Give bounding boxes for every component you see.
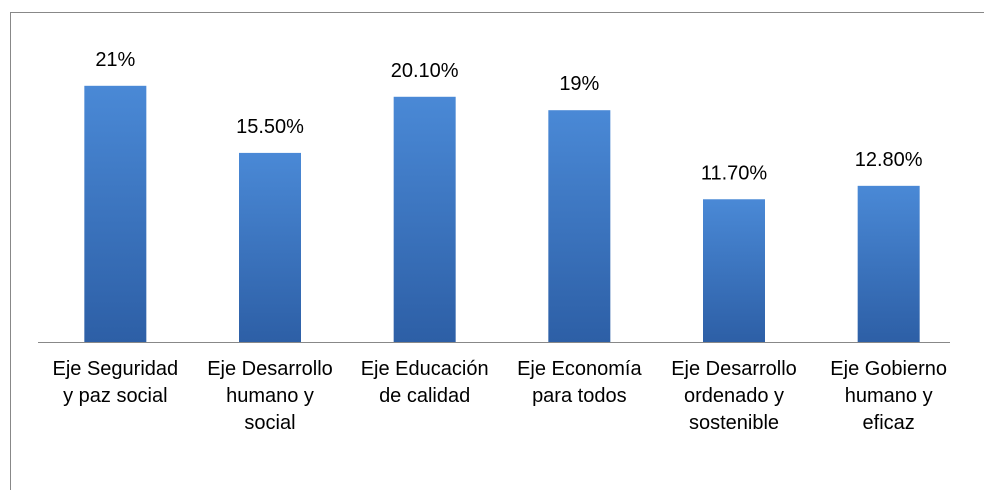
bar bbox=[703, 199, 765, 342]
data-label: 12.80% bbox=[855, 149, 923, 171]
x-tick-label: Eje Gobierno humano y eficaz bbox=[830, 358, 948, 434]
data-label: 21% bbox=[95, 49, 135, 71]
data-label: 15.50% bbox=[236, 116, 304, 138]
x-tick-label: Eje Economía para todos bbox=[517, 358, 642, 407]
x-tick-label: Eje Seguridad y paz social bbox=[52, 358, 179, 407]
bar bbox=[548, 110, 611, 342]
bar bbox=[393, 96, 456, 342]
data-label: 11.70% bbox=[701, 162, 768, 184]
x-tick-label: Eje Desarrollo ordenado y sostenible bbox=[671, 358, 797, 434]
x-tick-label: Eje Desarrollo humano y social bbox=[207, 358, 333, 434]
bar bbox=[857, 185, 920, 342]
chart-border bbox=[10, 12, 984, 490]
bar bbox=[239, 152, 301, 342]
bar bbox=[84, 85, 147, 343]
data-label: 20.10% bbox=[391, 60, 459, 82]
x-tick-label: Eje Educación de calidad bbox=[360, 358, 489, 407]
data-label: 19% bbox=[559, 73, 599, 95]
